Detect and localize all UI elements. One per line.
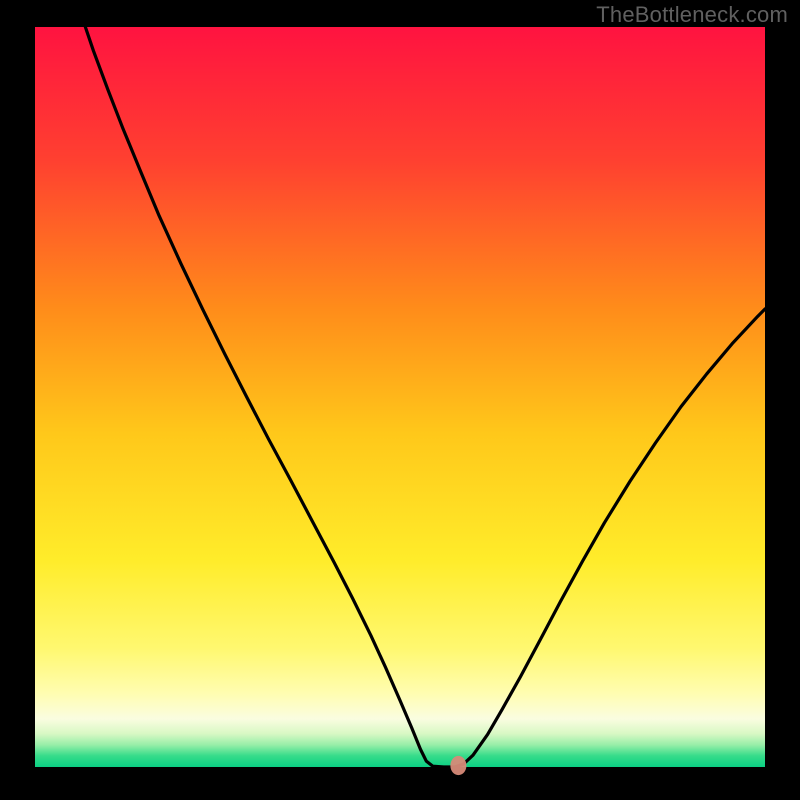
optimal-point-marker — [450, 756, 466, 775]
bottleneck-chart — [0, 0, 800, 800]
watermark-text: TheBottleneck.com — [596, 2, 788, 28]
chart-background — [35, 27, 765, 767]
chart-container: { "watermark": "TheBottleneck.com", "cha… — [0, 0, 800, 800]
